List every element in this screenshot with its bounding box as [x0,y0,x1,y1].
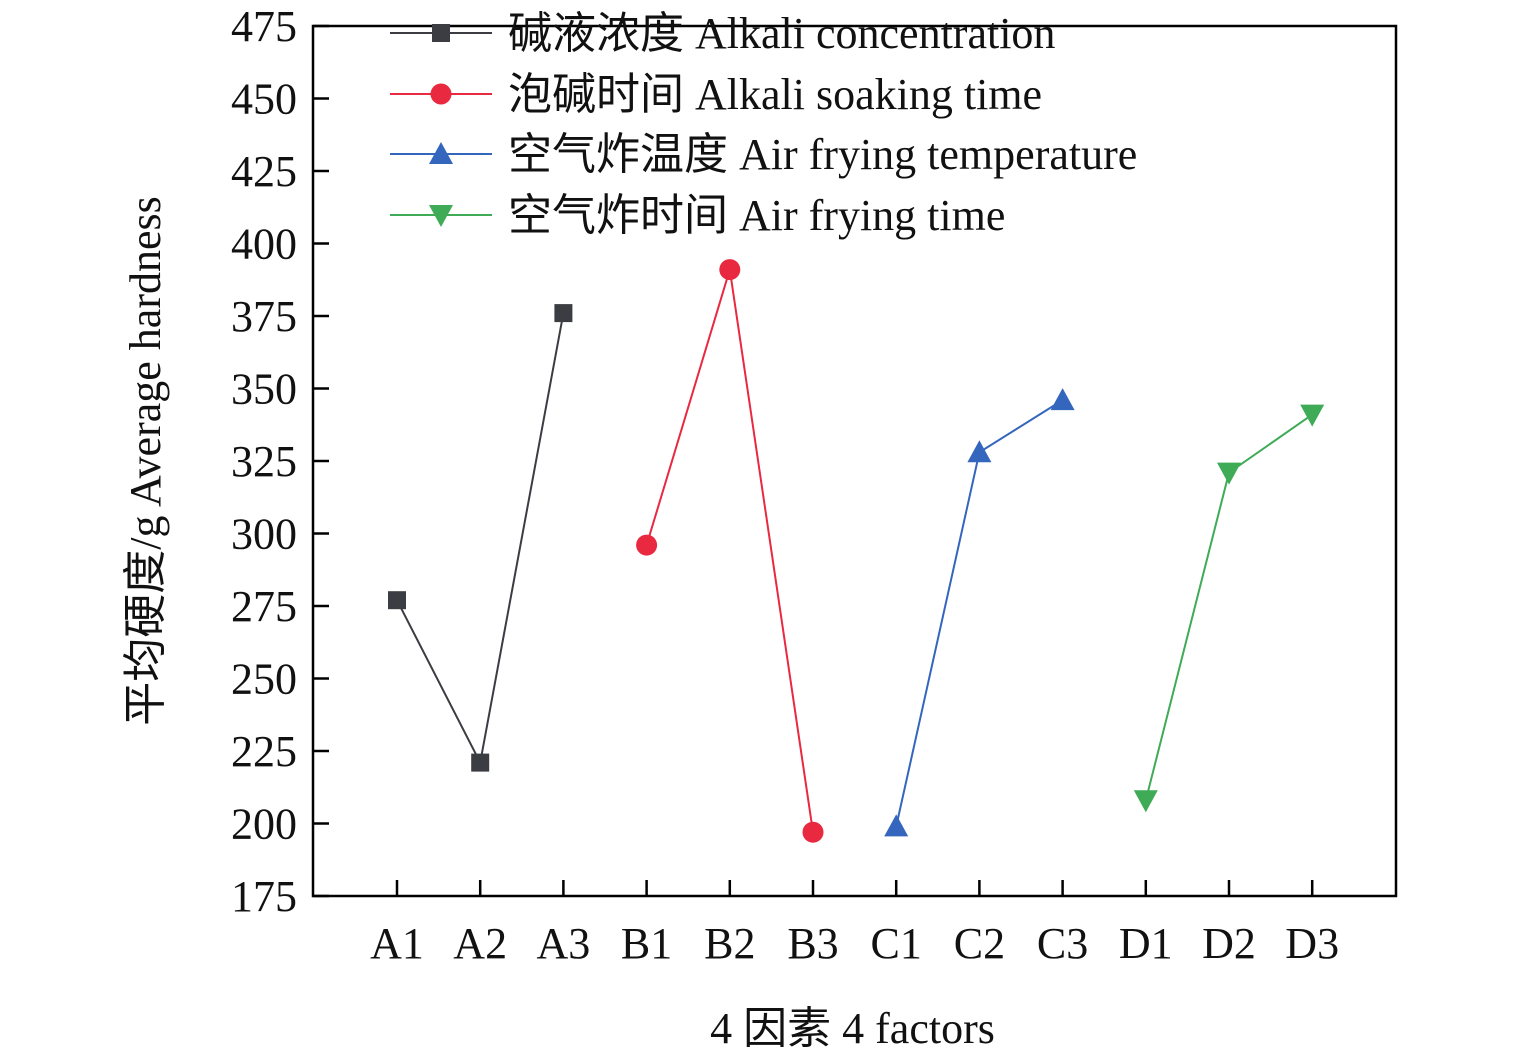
y-tick-label: 225 [231,727,297,776]
data-point [1050,388,1075,411]
x-tick-label: D1 [1119,919,1173,968]
data-point [967,440,992,463]
x-tick-label: C2 [954,919,1005,968]
data-point [471,753,490,772]
y-tick-label: 425 [231,147,297,196]
x-tick-label: C3 [1037,919,1088,968]
data-point [802,821,824,843]
series-line [396,312,565,766]
plot-frame [311,24,1398,898]
y-tick-label: 400 [231,220,297,269]
legend-marker [429,142,453,164]
legend-marker [430,83,452,105]
x-tick-label: A2 [453,919,507,968]
y-tick-label: 250 [231,655,297,704]
legend-label: 空气炸温度 Air frying temperature [508,130,1137,179]
x-tick-label: B3 [787,919,838,968]
legend-label: 泡碱时间 Alkali soaking time [508,70,1042,119]
y-axis-title: 平均硬度/g Average hardness [121,196,170,726]
plot-series [388,259,1325,843]
x-tick-label: C1 [871,919,922,968]
y-tick-label: 475 [231,2,297,51]
x-tick-label: A3 [537,919,591,968]
x-tick-label: A1 [370,919,424,968]
y-tick-label: 275 [231,582,297,631]
series-3 [884,388,1075,837]
legend-marker [429,205,453,227]
data-point [1217,462,1241,485]
data-point [1133,790,1158,813]
y-tick-label: 175 [231,872,297,921]
data-point [719,259,741,281]
y-axis-ticks: 175 200 225 250 275 300 325 350 375 400 425 450 475 [231,2,329,921]
x-tick-label: B2 [704,919,755,968]
series-line [895,399,1064,827]
y-tick-label: 200 [231,800,297,849]
x-tick-label: B1 [621,919,672,968]
y-tick-label: 300 [231,510,297,559]
data-point [554,304,573,323]
series-2 [636,259,824,843]
series-1 [388,304,573,772]
y-tick-label: 350 [231,365,297,414]
data-point [636,534,658,556]
data-point [388,591,406,610]
data-point [1300,404,1325,427]
y-tick-label: 325 [231,437,297,486]
series-4 [1133,404,1325,813]
x-tick-label: D2 [1202,919,1256,968]
legend: 碱液浓度 Alkali concentration 泡碱时间 Alkali soa… [390,9,1137,240]
x-axis-title: 4 因素 4 factors [710,1004,995,1053]
legend-label: 碱液浓度 Alkali concentration [508,9,1055,58]
legend-label: 空气炸时间 Air frying time [508,191,1005,240]
data-point [884,814,909,837]
series-line [645,269,814,833]
y-tick-label: 375 [231,292,297,341]
legend-marker [432,24,450,42]
x-tick-label: D3 [1285,919,1339,968]
x-axis-ticks: A1 A2 A3 B1 B2 B3 C1 C2 C3 D1 D2 D3 [370,880,1339,968]
y-tick-label: 450 [231,75,297,124]
